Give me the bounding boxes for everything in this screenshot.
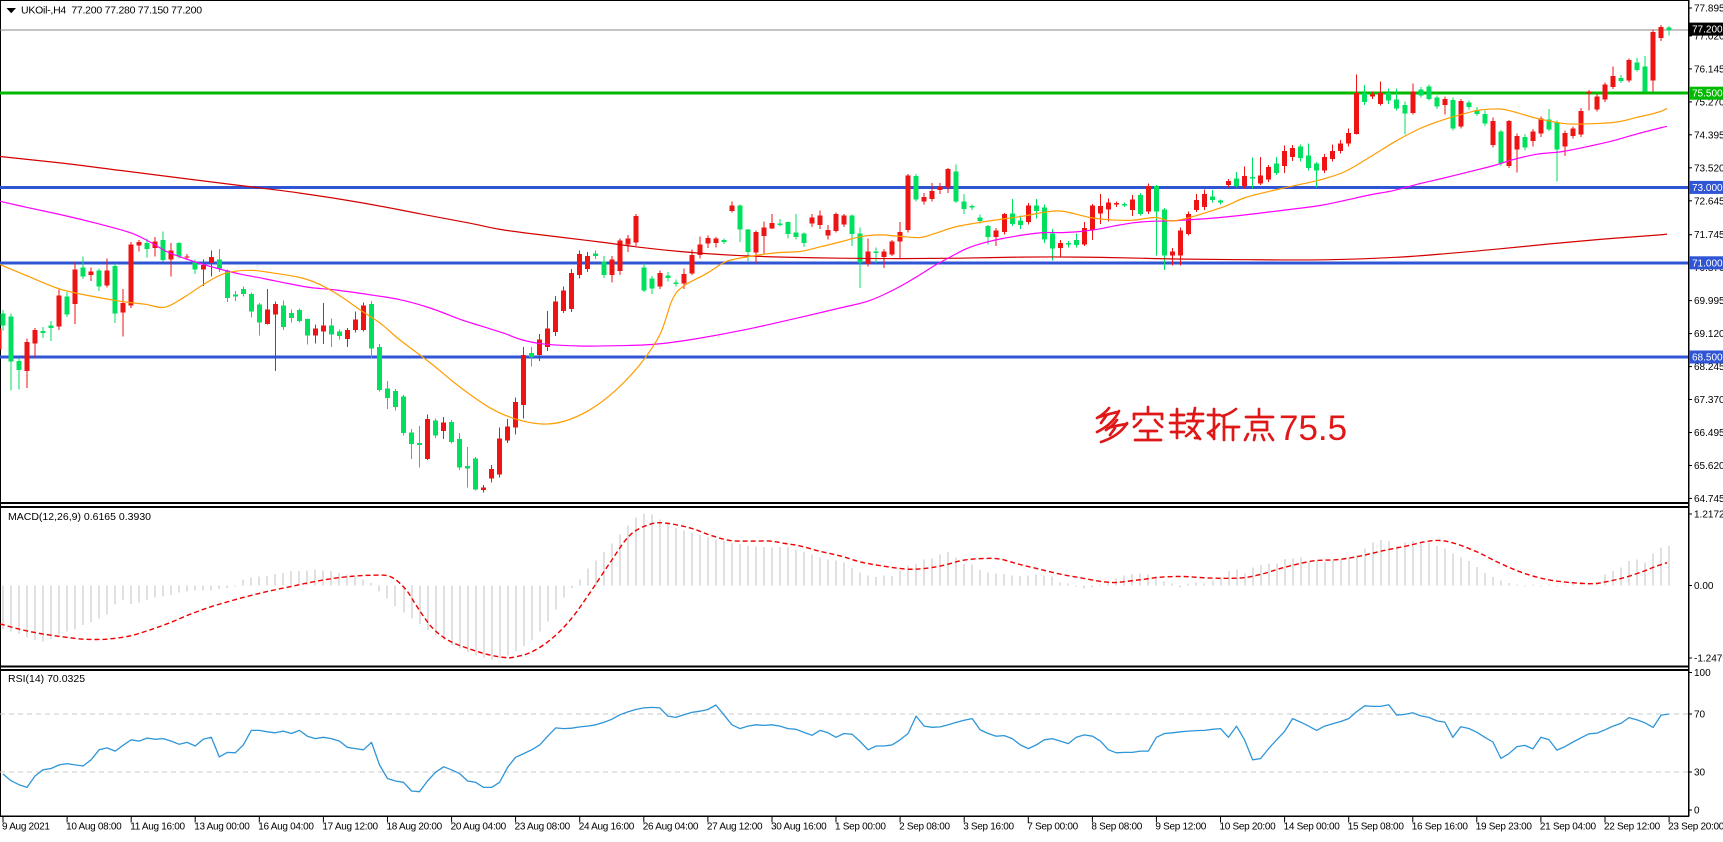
svg-text:75.270: 75.270	[1694, 97, 1723, 108]
svg-text:73.520: 73.520	[1694, 163, 1723, 174]
svg-text:100: 100	[1694, 668, 1711, 679]
svg-text:9 Sep 12:00: 9 Sep 12:00	[1155, 822, 1206, 833]
svg-text:15 Sep 08:00: 15 Sep 08:00	[1348, 822, 1405, 833]
svg-text:70: 70	[1694, 710, 1706, 721]
svg-text:77.200: 77.200	[1692, 25, 1723, 36]
svg-text:1.2172: 1.2172	[1694, 510, 1723, 521]
svg-text:10 Aug 08:00: 10 Aug 08:00	[66, 822, 122, 833]
svg-text:MACD(12,26,9) 0.6165 0.3930: MACD(12,26,9) 0.6165 0.3930	[8, 511, 151, 523]
svg-text:13 Aug 00:00: 13 Aug 00:00	[194, 822, 250, 833]
svg-text:73.000: 73.000	[1692, 183, 1723, 194]
svg-text:23 Aug 08:00: 23 Aug 08:00	[515, 822, 571, 833]
svg-text:74.395: 74.395	[1694, 130, 1723, 141]
svg-text:30: 30	[1694, 768, 1706, 779]
svg-text:UKOil-,H4 77.200 77.280 77.15: UKOil-,H4 77.200 77.280 77.150 77.200	[21, 5, 202, 17]
svg-text:11 Aug 16:00: 11 Aug 16:00	[130, 822, 185, 833]
svg-text:21 Sep 04:00: 21 Sep 04:00	[1540, 822, 1597, 833]
svg-text:24 Aug 16:00: 24 Aug 16:00	[579, 822, 635, 833]
svg-text:0: 0	[1694, 806, 1700, 817]
svg-text:27 Aug 12:00: 27 Aug 12:00	[707, 822, 763, 833]
svg-text:1 Sep 00:00: 1 Sep 00:00	[835, 822, 886, 833]
svg-text:19 Sep 23:00: 19 Sep 23:00	[1476, 822, 1533, 833]
svg-text:9 Aug 2021: 9 Aug 2021	[2, 822, 50, 833]
svg-text:72.645: 72.645	[1694, 196, 1723, 207]
svg-text:75.500: 75.500	[1692, 89, 1723, 100]
svg-text:14 Sep 00:00: 14 Sep 00:00	[1284, 822, 1341, 833]
svg-text:10 Sep 20:00: 10 Sep 20:00	[1220, 822, 1277, 833]
svg-text:16 Sep 16:00: 16 Sep 16:00	[1412, 822, 1469, 833]
svg-text:64.745: 64.745	[1694, 494, 1723, 505]
svg-text:7 Sep 00:00: 7 Sep 00:00	[1027, 822, 1078, 833]
svg-text:77.020: 77.020	[1694, 31, 1723, 42]
svg-text:67.370: 67.370	[1694, 395, 1723, 406]
svg-text:69.120: 69.120	[1694, 329, 1723, 340]
svg-text:17 Aug 12:00: 17 Aug 12:00	[322, 822, 378, 833]
svg-text:-1.2479: -1.2479	[1694, 654, 1723, 665]
svg-text:3 Sep 16:00: 3 Sep 16:00	[963, 822, 1014, 833]
svg-text:2 Sep 08:00: 2 Sep 08:00	[899, 822, 950, 833]
svg-text:75.5: 75.5	[1279, 409, 1347, 448]
svg-text:66.495: 66.495	[1694, 428, 1723, 439]
svg-text:16 Aug 04:00: 16 Aug 04:00	[258, 822, 314, 833]
svg-text:18 Aug 20:00: 18 Aug 20:00	[387, 822, 443, 833]
svg-text:30 Aug 16:00: 30 Aug 16:00	[771, 822, 827, 833]
svg-text:RSI(14) 70.0325: RSI(14) 70.0325	[8, 673, 85, 685]
svg-text:65.620: 65.620	[1694, 461, 1723, 472]
svg-text:26 Aug 04:00: 26 Aug 04:00	[643, 822, 699, 833]
svg-text:76.145: 76.145	[1694, 64, 1723, 75]
svg-text:68.500: 68.500	[1692, 353, 1723, 364]
svg-text:71.745: 71.745	[1694, 230, 1723, 241]
svg-text:68.245: 68.245	[1694, 362, 1723, 373]
svg-text:23 Sep 20:00: 23 Sep 20:00	[1668, 822, 1723, 833]
svg-text:77.895: 77.895	[1694, 4, 1723, 15]
svg-text:20 Aug 04:00: 20 Aug 04:00	[451, 822, 507, 833]
svg-text:71.000: 71.000	[1692, 258, 1723, 269]
svg-text:22 Sep 12:00: 22 Sep 12:00	[1604, 822, 1661, 833]
svg-text:8 Sep 08:00: 8 Sep 08:00	[1091, 822, 1142, 833]
svg-text:69.995: 69.995	[1694, 296, 1723, 307]
svg-text:0.00: 0.00	[1694, 581, 1714, 592]
